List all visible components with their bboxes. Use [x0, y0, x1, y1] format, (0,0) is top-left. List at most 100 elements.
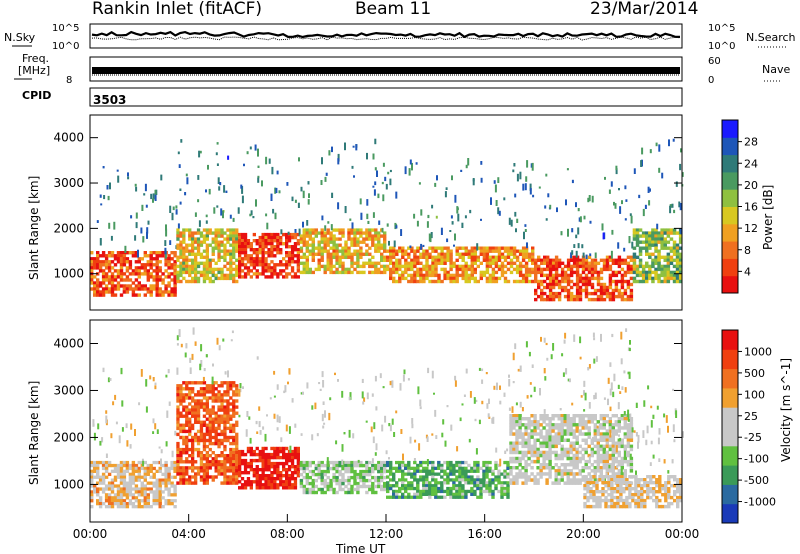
heatmap-cell [455, 478, 459, 482]
heatmap-cell [264, 245, 268, 249]
heatmap-cell [217, 472, 221, 476]
heatmap-cell [341, 475, 345, 480]
heatmap-cell [431, 264, 435, 269]
heatmap-cell [434, 495, 438, 499]
heatmap-cell [307, 181, 310, 185]
heatmap-cell [645, 261, 649, 265]
heatmap-cell [143, 499, 147, 503]
heatmap-cell [578, 288, 583, 293]
heatmap-cell [651, 240, 655, 244]
heatmap-cell [252, 458, 256, 463]
heatmap-cell [530, 429, 534, 433]
heatmap-cell [485, 472, 489, 476]
heatmap-cell [584, 426, 588, 430]
heatmap-cell [273, 446, 277, 451]
heatmap-cell [149, 505, 153, 509]
heatmap-cell [675, 276, 680, 281]
heatmap-cell [537, 285, 541, 290]
heatmap-cell [629, 276, 634, 281]
heatmap-cell [208, 411, 212, 415]
heatmap-cell [226, 381, 230, 385]
heatmap-cell [302, 469, 306, 474]
heatmap-cell [158, 499, 162, 503]
heatmap-cell [404, 166, 407, 175]
heatmap-cell [551, 438, 555, 442]
heatmap-cell [255, 260, 259, 264]
heatmap-cell [548, 459, 552, 464]
heatmap-cell [485, 463, 489, 468]
heatmap-cell [232, 472, 236, 476]
heatmap-cell [229, 384, 233, 388]
heatmap-cell [185, 438, 189, 443]
heatmap-cell [329, 237, 333, 241]
heatmap-cell [440, 246, 444, 250]
heatmap-cell [368, 478, 372, 483]
heatmap-cell [431, 279, 435, 284]
heatmap-cell [395, 466, 399, 470]
heatmap-cell [623, 414, 627, 418]
heatmap-cell [237, 207, 240, 214]
heatmap-cell [434, 489, 438, 494]
heatmap-cell [170, 481, 174, 485]
heatmap-cell [491, 481, 495, 485]
heatmap-cell [623, 459, 627, 464]
heatmap-cell [189, 357, 192, 363]
heatmap-cell [590, 414, 594, 418]
heatmap-cell [282, 474, 286, 478]
heatmap-cell [578, 291, 583, 296]
heatmap-cell [232, 423, 236, 427]
heatmap-cell [194, 438, 198, 443]
heatmap-cell [623, 258, 628, 262]
heatmap-cell [191, 390, 195, 394]
heatmap-cell [521, 444, 525, 449]
heatmap-cell [179, 472, 183, 476]
heatmap-cell [540, 294, 544, 299]
heatmap-cell [657, 252, 661, 256]
heatmap-cell [214, 261, 218, 265]
heatmap-cell [344, 478, 348, 483]
heatmap-cell [512, 432, 516, 436]
heatmap-cell [188, 432, 192, 437]
heatmap-cell [202, 463, 207, 467]
heatmap-cell [641, 264, 646, 269]
heatmap-cell [672, 231, 677, 235]
heatmap-cell [488, 279, 493, 284]
heatmap-cell [395, 258, 399, 262]
heatmap-cell [173, 254, 177, 258]
heatmap-cell [572, 414, 576, 418]
heatmap-cell [478, 419, 481, 425]
heatmap-cell [506, 486, 510, 491]
heatmap-cell [101, 466, 106, 471]
heatmap-cell [258, 455, 262, 460]
heatmap-cell [205, 481, 209, 485]
heatmap-cell [410, 273, 414, 278]
heatmap-cell [188, 243, 192, 247]
heatmap-cell [494, 460, 498, 465]
heatmap-cell [235, 478, 239, 482]
heatmap-cell [527, 438, 531, 442]
heatmap-cell [611, 438, 615, 442]
heatmap-cell [167, 266, 171, 270]
heatmap-cell [335, 261, 339, 265]
heatmap-cell [359, 255, 363, 259]
heatmap-cell [170, 466, 174, 471]
heatmap-cell [473, 460, 477, 465]
heatmap-cell [194, 258, 198, 262]
heatmap-cell [386, 484, 390, 488]
heatmap-cell [241, 186, 244, 194]
heatmap-cell [437, 273, 441, 278]
heatmap-cell [660, 237, 664, 241]
heatmap-cell [614, 420, 618, 424]
heatmap-cell [383, 460, 387, 465]
heatmap-cell [470, 478, 474, 482]
heatmap-cell [578, 432, 582, 436]
heatmap-cell [461, 486, 465, 491]
heatmap-cell [449, 472, 453, 476]
heatmap-cell [273, 455, 277, 460]
heatmap-cell [509, 466, 513, 470]
heatmap-cell [531, 258, 535, 262]
heatmap-cell [137, 275, 141, 279]
heatmap-cell [368, 472, 372, 477]
heatmap-cell [575, 429, 579, 433]
heatmap-cell [629, 417, 634, 421]
